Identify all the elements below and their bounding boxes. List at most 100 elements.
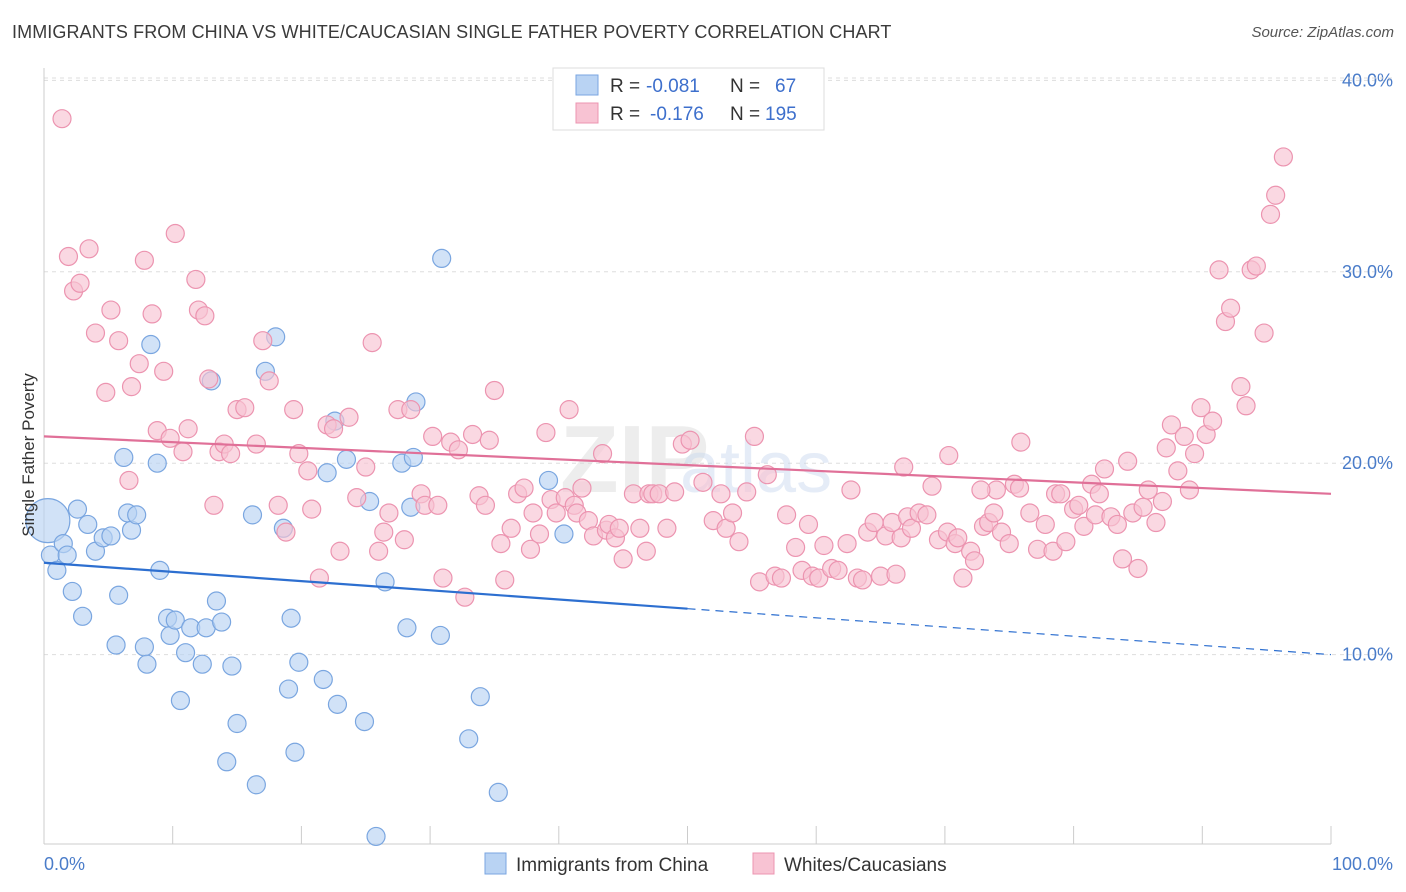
point-white — [246, 434, 266, 454]
point-white — [1056, 532, 1076, 552]
point-white — [1179, 480, 1200, 500]
point-china — [430, 625, 450, 646]
point-china — [78, 514, 98, 535]
legend-n-label-2: N = — [730, 104, 760, 125]
point-white — [1266, 185, 1286, 205]
point-white — [109, 331, 129, 351]
point-white — [852, 570, 873, 590]
trend-lines — [43, 435, 1332, 656]
data-points — [25, 109, 1293, 847]
point-white — [1128, 558, 1148, 579]
point-white — [289, 444, 309, 464]
point-white — [771, 568, 792, 588]
point-white — [276, 522, 296, 542]
point-white — [501, 518, 521, 538]
point-china — [47, 560, 67, 580]
point-white — [572, 478, 592, 498]
point-china — [206, 591, 227, 611]
point-white — [330, 541, 350, 561]
point-white — [52, 109, 72, 129]
point-china — [278, 679, 299, 699]
bottom-legend-label-whites: Whites/Caucasians — [784, 855, 947, 876]
point-white — [134, 250, 154, 270]
point-china — [227, 713, 247, 734]
legend: R = -0.081 N = 67 R = -0.176 N = 195 — [552, 67, 825, 131]
point-white — [1231, 377, 1251, 397]
point-white — [1273, 147, 1293, 167]
point-white — [917, 505, 937, 525]
point-white — [85, 323, 106, 343]
point-white — [1043, 541, 1063, 561]
point-white — [495, 570, 515, 590]
point-white — [559, 400, 579, 420]
point-white — [119, 470, 139, 491]
point-white — [323, 419, 344, 439]
point-white — [971, 480, 991, 500]
point-white — [1133, 497, 1153, 517]
point-white — [1191, 398, 1211, 418]
point-china — [289, 652, 309, 672]
point-china — [101, 526, 121, 546]
point-white — [520, 539, 541, 559]
bottom-legend-label-china: Immigrants from China — [516, 855, 709, 876]
gridlines: 10.0% 20.0% 30.0% 40.0% — [44, 70, 1393, 665]
point-china — [313, 669, 333, 690]
point-white — [284, 400, 304, 420]
point-china — [281, 608, 301, 628]
point-white — [302, 499, 322, 519]
point-china — [327, 694, 348, 714]
point-white — [178, 419, 198, 439]
point-white — [1009, 478, 1030, 498]
point-white — [798, 514, 819, 535]
x-tick-label-max: 100.0% — [1332, 854, 1393, 874]
point-white — [814, 535, 834, 556]
point-white — [1174, 426, 1194, 447]
point-white — [1236, 396, 1256, 416]
point-white — [70, 273, 90, 293]
point-white — [491, 533, 511, 554]
y-tick-label: 20.0% — [1342, 453, 1393, 473]
point-white — [433, 568, 453, 588]
point-china — [246, 775, 266, 795]
point-white — [374, 522, 394, 542]
point-china — [538, 470, 559, 491]
point-white — [1020, 503, 1040, 523]
point-white — [259, 371, 279, 391]
legend-n-label-1: N = — [730, 76, 760, 97]
point-white — [1051, 484, 1071, 504]
legend-r-value-1: -0.081 — [646, 76, 700, 97]
point-white — [1161, 415, 1182, 435]
legend-r-label-1: R = — [610, 76, 640, 97]
point-china — [109, 585, 129, 605]
point-china — [217, 752, 237, 772]
point-white — [401, 400, 421, 420]
point-white — [776, 505, 797, 525]
point-white — [514, 478, 534, 498]
point-china — [127, 505, 147, 525]
point-white — [665, 482, 685, 502]
point-china — [57, 545, 77, 565]
point-white — [101, 300, 121, 320]
point-white — [948, 528, 968, 548]
point-white — [1146, 512, 1166, 533]
point-china — [403, 447, 423, 468]
point-white — [379, 503, 399, 523]
point-white — [195, 306, 215, 326]
point-white — [186, 269, 206, 290]
point-white — [1168, 461, 1188, 481]
source-note: Source: ZipAtlas.com — [1251, 24, 1394, 41]
point-white — [609, 518, 629, 538]
point-white — [828, 560, 848, 580]
point-white — [455, 587, 475, 607]
point-white — [523, 503, 543, 523]
point-white — [953, 568, 973, 588]
point-white — [428, 495, 448, 515]
legend-r-value-2: -0.176 — [650, 104, 704, 125]
point-white — [613, 549, 633, 569]
point-china — [212, 612, 232, 632]
axes — [43, 68, 1332, 845]
point-china — [488, 782, 508, 803]
point-china — [222, 656, 242, 676]
point-white — [737, 482, 757, 502]
